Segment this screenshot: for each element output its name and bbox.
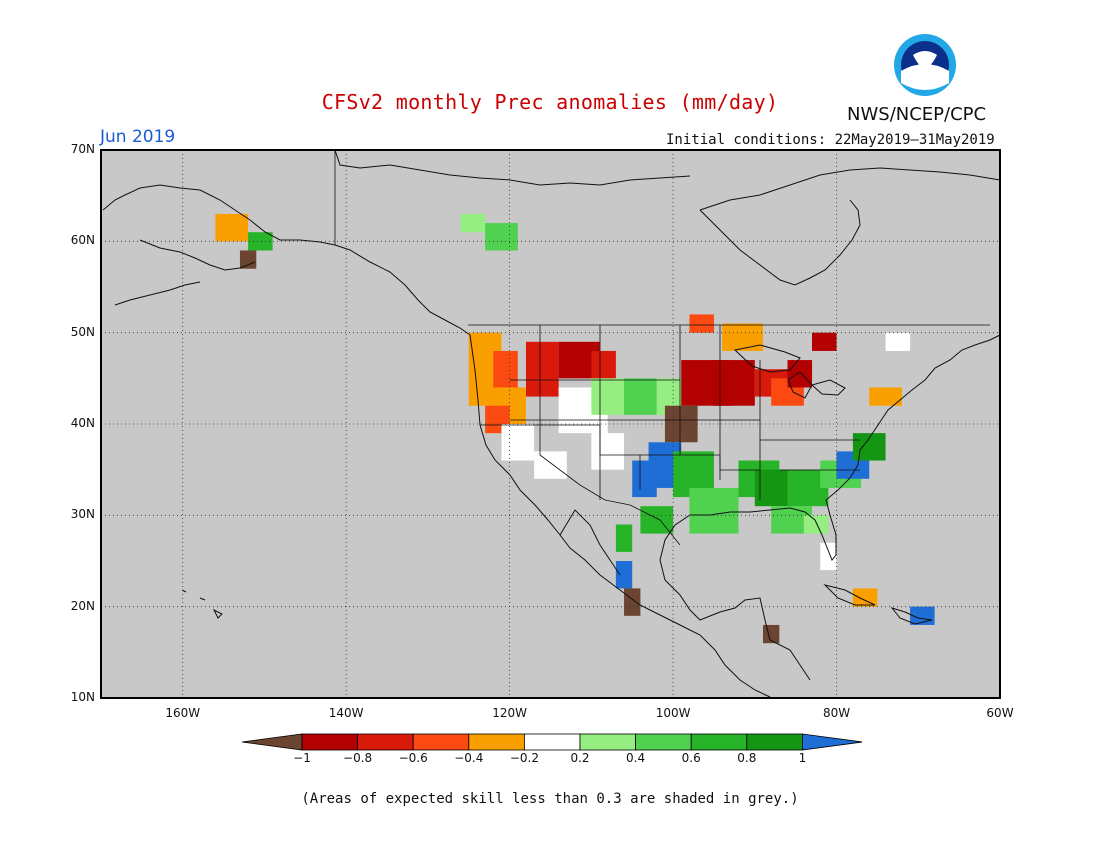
lat-label: 40N — [70, 416, 95, 430]
anomaly-cell — [820, 542, 837, 571]
coastlines — [102, 149, 1001, 698]
lon-label: 60W — [986, 706, 1014, 720]
state-borders — [334, 150, 990, 546]
anomaly-field — [215, 213, 935, 644]
forecast-month: Jun 2019 — [100, 127, 176, 147]
anomaly-cell — [812, 332, 837, 351]
colorbar-swatch — [468, 733, 525, 751]
anomaly-cell — [869, 387, 902, 406]
anomaly-cell — [591, 350, 616, 379]
anomaly-cell — [713, 360, 755, 406]
anomaly-cell — [525, 341, 559, 397]
anomaly-cell — [689, 487, 739, 534]
anomaly-cell — [615, 524, 633, 552]
anomaly-cell — [787, 360, 813, 388]
colorbar-label: −0.6 — [398, 751, 428, 765]
colorbar-swatch — [579, 733, 636, 751]
colorbar-label: −1 — [293, 751, 311, 765]
colorbar-swatch — [412, 733, 470, 751]
colorbar-label: −0.8 — [343, 751, 373, 765]
lat-label: 30N — [70, 507, 95, 522]
anomaly-cell — [640, 506, 674, 534]
anomaly-cell — [852, 588, 878, 607]
anomaly-cell — [632, 460, 657, 498]
anomaly-cell — [534, 451, 567, 479]
footnote: (Areas of expected skill less than 0.3 a… — [301, 791, 799, 807]
colorbar-swatch — [357, 733, 414, 751]
organization-label: NWS/NCEP/CPC — [847, 104, 987, 125]
lat-label: 20N — [70, 598, 95, 613]
anomaly-cell — [485, 223, 518, 251]
colorbar-label: 0.4 — [626, 751, 646, 765]
anomaly-cell — [460, 213, 486, 233]
colorbar-swatch — [802, 733, 862, 751]
initial-conditions: Initial conditions: 22May2019–31May2019 — [666, 132, 995, 148]
colorbar-swatch — [523, 733, 581, 751]
anomaly-cell — [624, 378, 657, 415]
colorbar-swatch — [746, 733, 803, 751]
anomaly-cell — [803, 515, 829, 534]
anomaly-cell — [591, 433, 625, 470]
anomaly-cell — [239, 250, 257, 269]
colorbar-label: 0.2 — [570, 751, 590, 765]
graticule — [101, 150, 1000, 698]
lon-label: 80W — [822, 706, 851, 720]
anomaly-cell — [624, 588, 641, 616]
colorbar-label: 0.6 — [681, 751, 701, 765]
anomaly-cell — [722, 323, 763, 351]
anomaly-cell — [215, 213, 249, 242]
colorbar-label: 1 — [798, 751, 807, 765]
lon-label: 140W — [328, 706, 364, 720]
anomaly-cell — [852, 433, 886, 461]
anomaly-cell — [248, 232, 273, 251]
lat-label: 10N — [70, 690, 95, 704]
map-frame — [100, 149, 1001, 699]
colorbar-swatch — [301, 733, 358, 751]
lat-label: 50N — [70, 324, 95, 339]
anomaly-cell — [615, 561, 633, 589]
lon-label: 160W — [165, 706, 201, 720]
colorbar-label: 0.8 — [737, 751, 757, 765]
colorbar-label: −0.2 — [509, 751, 539, 765]
lon-label: 100W — [655, 706, 691, 720]
lat-label: 60N — [70, 233, 95, 248]
chart-title: CFSv2 monthly Prec anomalies (mm/day) — [321, 90, 779, 114]
colorbar — [241, 733, 862, 751]
colorbar-swatch — [690, 733, 748, 751]
colorbar-swatch — [241, 733, 303, 751]
anomaly-cell — [501, 424, 535, 461]
lon-label: 120W — [492, 706, 528, 720]
lat-label: 70N — [70, 142, 95, 156]
noaa-logo-icon — [894, 34, 956, 96]
colorbar-label: −0.4 — [454, 751, 484, 765]
anomaly-cell — [689, 314, 714, 333]
anomaly-cell — [885, 332, 911, 351]
colorbar-swatch — [635, 733, 692, 751]
